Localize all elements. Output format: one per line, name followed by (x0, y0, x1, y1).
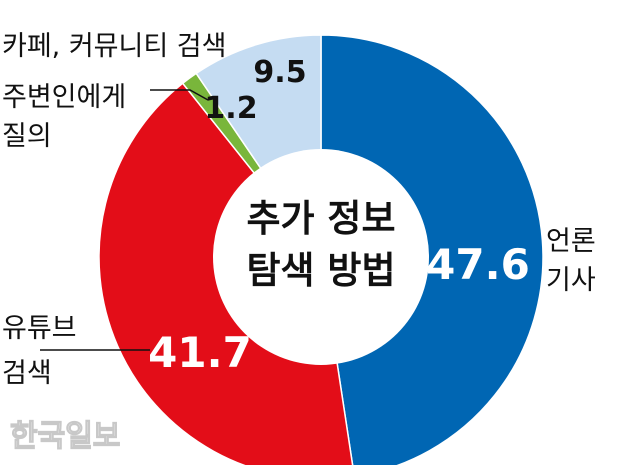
value-label-acquaintance: 1.2 (204, 91, 257, 126)
category-label-youtube-line-1: 유튜브 (2, 313, 77, 344)
category-label-acquaintance-line-2: 질의 (2, 121, 52, 152)
value-label-cafe: 9.5 (253, 55, 306, 90)
value-label-news: 47.6 (426, 240, 530, 289)
value-label-youtube: 41.7 (148, 328, 252, 377)
category-label-youtube-line-2: 검색 (2, 358, 52, 389)
category-label-acquaintance-line-1: 주변인에게 (2, 82, 126, 113)
center-title-line-1: 추가 정보 (246, 197, 395, 240)
category-label-news-line-1: 언론 (546, 226, 596, 257)
leader-line-acquaintance (150, 89, 209, 101)
slice-news (320, 34, 544, 465)
category-label-news-line-2: 기사 (546, 265, 596, 296)
watermark-logo: 한국일보 (10, 419, 120, 454)
category-label-cafe: 카페, 커뮤니티 검색 (2, 31, 226, 62)
donut-hole (213, 149, 429, 365)
center-title-line-2: 탐색 방법 (246, 249, 395, 292)
